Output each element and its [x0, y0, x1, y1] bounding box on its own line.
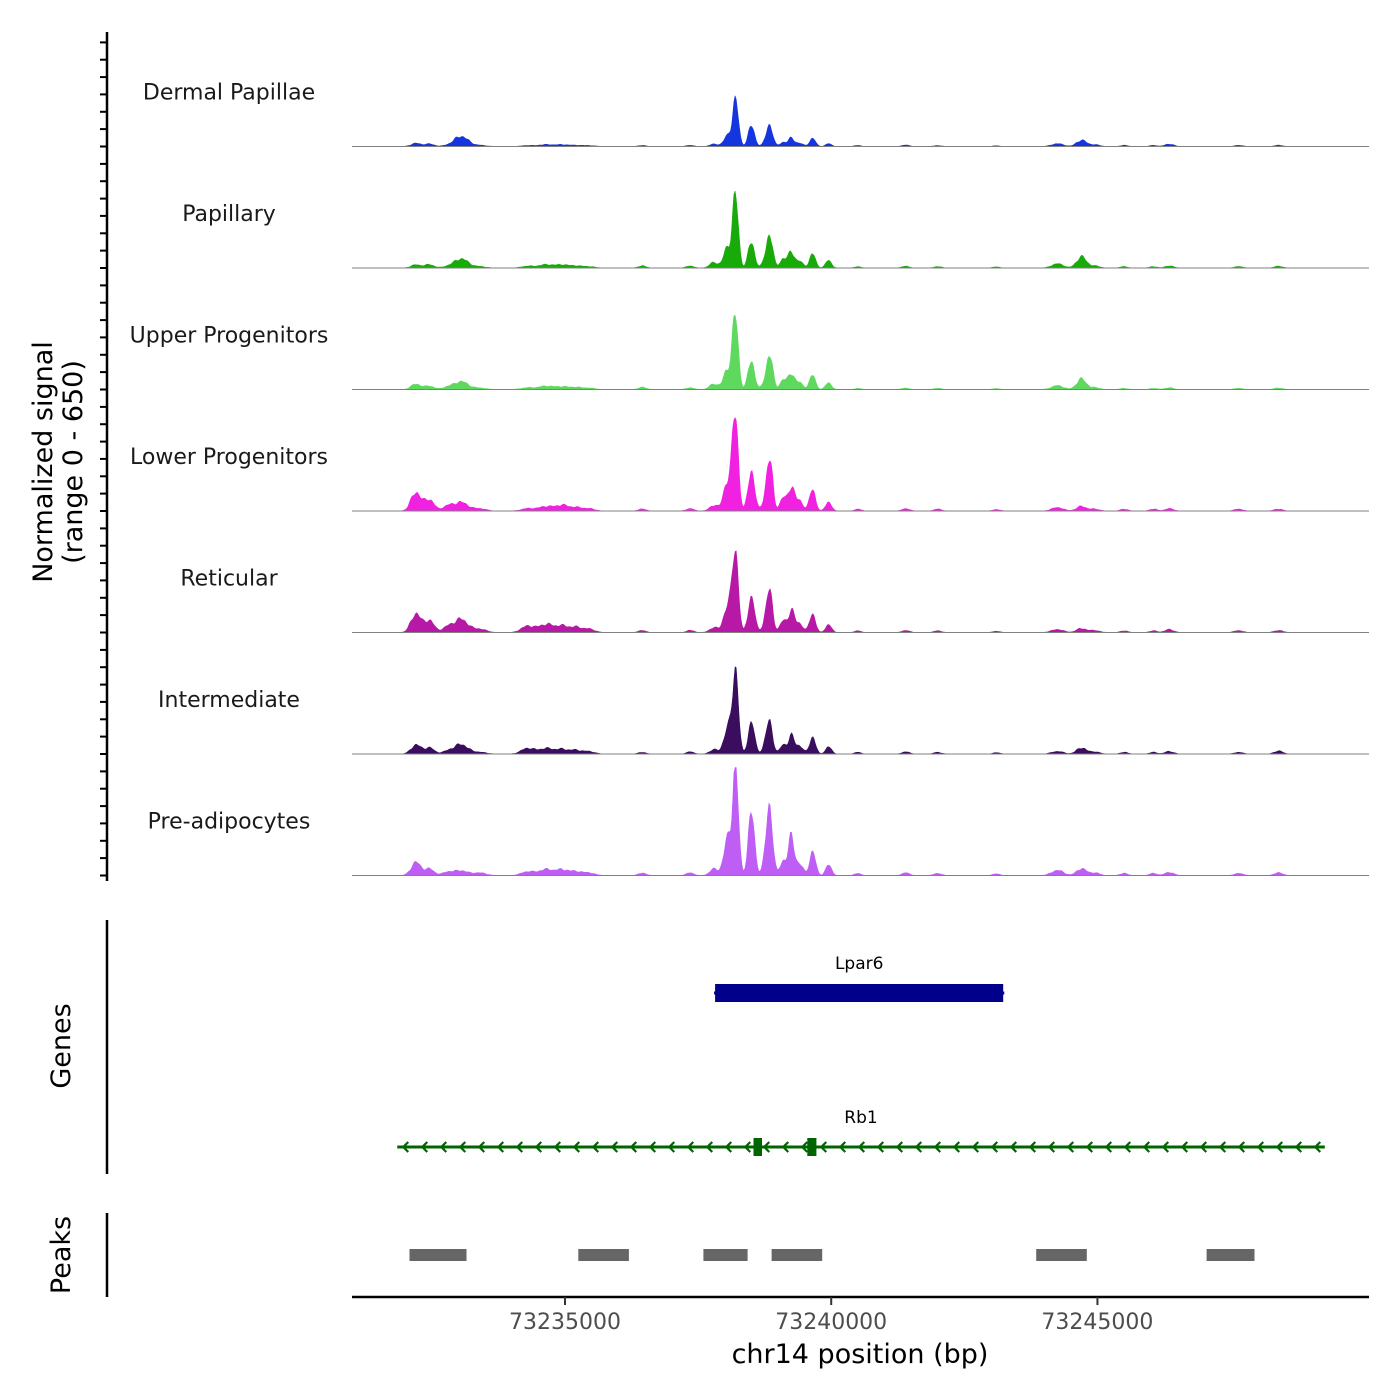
strand-chevron	[572, 1141, 581, 1153]
strand-chevron	[1009, 1141, 1018, 1153]
peak-region	[703, 1249, 748, 1261]
track-4: Reticular	[180, 550, 1369, 633]
track-label: Papillary	[182, 202, 276, 227]
strand-chevron	[1142, 1141, 1151, 1153]
strand-chevron	[1066, 1141, 1075, 1153]
track-label: Intermediate	[158, 688, 300, 713]
strand-chevron	[591, 1141, 600, 1153]
gene-Lpar6: Lpar6	[714, 954, 1005, 1002]
strand-chevron	[952, 1141, 961, 1153]
peak-region	[578, 1249, 629, 1261]
strand-chevron	[515, 1141, 524, 1153]
track-1: Papillary	[182, 191, 1369, 269]
coverage-area	[352, 95, 1369, 147]
track-2: Upper Progenitors	[130, 315, 1369, 390]
strand-chevron	[990, 1141, 999, 1153]
strand-chevron	[1275, 1141, 1284, 1153]
strand-chevron	[1161, 1141, 1170, 1153]
strand-chevron	[819, 1141, 828, 1153]
track-label: Lower Progenitors	[130, 445, 328, 470]
signal-axis-title: Normalized signal (range 0 - 650)	[28, 341, 89, 583]
strand-chevron	[686, 1141, 695, 1153]
strand-chevron	[496, 1141, 505, 1153]
x-axis-title: chr14 position (bp)	[732, 1339, 989, 1370]
coverage-area	[352, 767, 1369, 876]
coverage-area	[352, 191, 1369, 269]
coverage-area	[352, 550, 1369, 633]
gene-label: Rb1	[844, 1108, 877, 1128]
peak-region	[409, 1249, 467, 1261]
strand-chevron	[1294, 1141, 1303, 1153]
strand-chevron	[1199, 1141, 1208, 1153]
strand-chevron	[1313, 1141, 1322, 1153]
peaks-axis-title: Peaks	[46, 1216, 77, 1294]
strand-chevron	[724, 1141, 733, 1153]
strand-chevron	[420, 1141, 429, 1153]
x-axis-ticks: 73235000 73240000 73245000	[509, 1297, 1153, 1335]
strand-chevron	[1028, 1141, 1037, 1153]
coverage-tracks: Dermal Papillae Papillary Upper Progenitor…	[130, 81, 1369, 876]
strand-chevron	[477, 1141, 486, 1153]
track-0: Dermal Papillae	[143, 81, 1369, 147]
strand-chevron	[1047, 1141, 1056, 1153]
strand-chevron	[458, 1141, 467, 1153]
strand-chevron	[648, 1141, 657, 1153]
track-label: Dermal Papillae	[143, 81, 315, 106]
strand-chevron	[857, 1141, 866, 1153]
strand-chevron	[1218, 1141, 1227, 1153]
strand-chevron	[838, 1141, 847, 1153]
strand-chevron	[895, 1141, 904, 1153]
strand-chevron	[762, 1141, 771, 1153]
peak-region	[771, 1249, 823, 1261]
strand-chevron	[534, 1141, 543, 1153]
strand-chevron	[705, 1141, 714, 1153]
track-3: Lower Progenitors	[130, 416, 1369, 512]
strand-chevron	[553, 1141, 562, 1153]
strand-chevron	[610, 1141, 619, 1153]
strand-chevron	[1104, 1141, 1113, 1153]
strand-chevron	[1123, 1141, 1132, 1153]
strand-chevron	[1237, 1141, 1246, 1153]
strand-chevron	[1256, 1141, 1265, 1153]
strand-chevron	[781, 1141, 790, 1153]
strand-chevron	[800, 1141, 809, 1153]
strand-chevron	[401, 1141, 410, 1153]
peak-track	[409, 1249, 1255, 1261]
track-label: Pre-adipocytes	[148, 810, 311, 835]
strand-chevron	[933, 1141, 942, 1153]
genes-axis-title: Genes	[46, 1003, 77, 1088]
strand-chevron	[971, 1141, 980, 1153]
strand-chevron	[743, 1141, 752, 1153]
signal-axis-title-line1: Normalized signal	[28, 341, 59, 583]
coverage-area	[352, 416, 1369, 512]
x-tick-label: 73245000	[1041, 1310, 1153, 1335]
track-6: Pre-adipocytes	[148, 767, 1369, 876]
peak-region	[1036, 1249, 1087, 1261]
strand-chevron	[914, 1141, 923, 1153]
gene-exon	[753, 1138, 762, 1156]
strand-chevron	[667, 1141, 676, 1153]
gene-exon	[807, 1138, 817, 1156]
strand-chevron	[1180, 1141, 1189, 1153]
gene-label: Lpar6	[835, 954, 884, 974]
coverage-area	[352, 666, 1369, 755]
gene-track: Lpar6 Rb1	[397, 954, 1325, 1156]
coverage-area	[352, 315, 1369, 390]
track-label: Reticular	[180, 567, 278, 592]
peak-region	[1206, 1249, 1255, 1261]
signal-axis-ticks	[100, 41, 107, 877]
x-tick-label: 73235000	[509, 1310, 621, 1335]
strand-chevron	[876, 1141, 885, 1153]
signal-axis-title-line2: (range 0 - 650)	[58, 360, 89, 564]
track-label: Upper Progenitors	[130, 324, 329, 349]
gene-Rb1: Rb1	[397, 1108, 1325, 1156]
x-tick-label: 73240000	[775, 1310, 887, 1335]
gene-exon	[715, 984, 1004, 1002]
strand-chevron	[1085, 1141, 1094, 1153]
strand-chevron	[439, 1141, 448, 1153]
strand-chevron	[629, 1141, 638, 1153]
track-5: Intermediate	[158, 666, 1369, 755]
